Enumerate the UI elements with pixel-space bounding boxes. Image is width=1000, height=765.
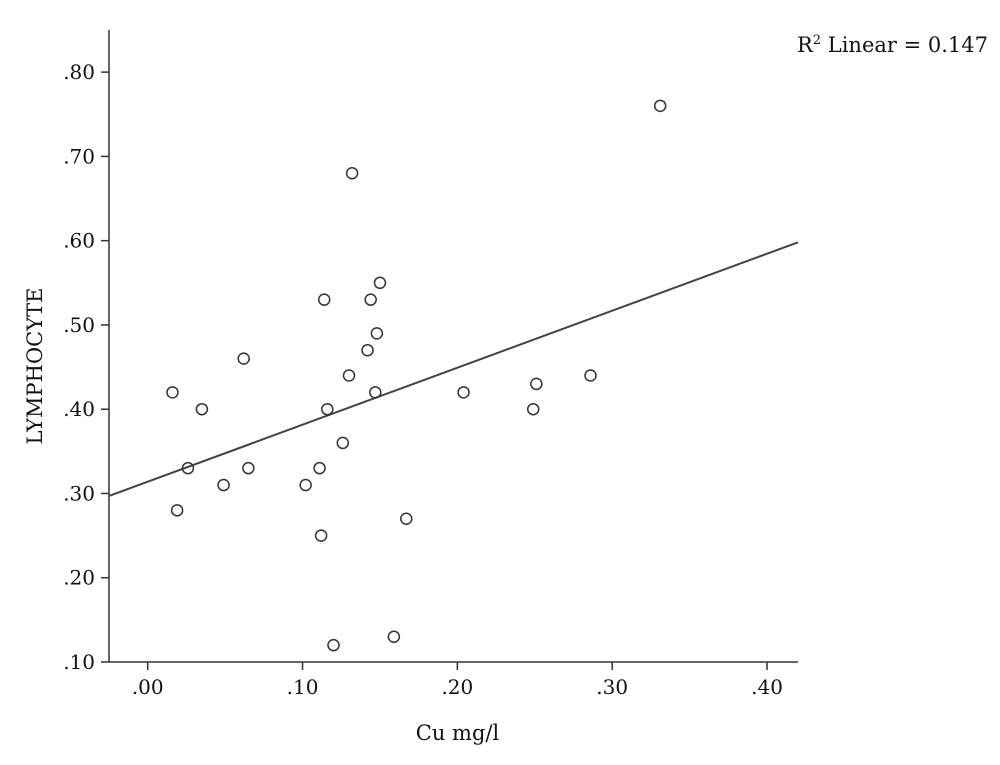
- data-point: [195, 402, 209, 416]
- data-point: [317, 293, 331, 306]
- data-point: [387, 630, 401, 643]
- r2-value: Linear = 0.147: [821, 33, 988, 57]
- data-point: [653, 99, 667, 113]
- data-point: [369, 386, 382, 399]
- linear-fit-line: [108, 241, 799, 497]
- r2-prefix: R: [797, 33, 814, 57]
- data-point: [314, 529, 328, 542]
- y-tick-label: .10: [63, 650, 95, 674]
- data-point: [530, 377, 543, 391]
- data-point: [336, 436, 350, 450]
- y-tick-label: .50: [63, 313, 95, 337]
- data-point: [181, 461, 195, 475]
- data-point: [327, 638, 340, 652]
- data-point: [526, 402, 540, 416]
- x-tick-label: .10: [287, 675, 319, 699]
- axes: [108, 30, 798, 663]
- data-point: [370, 327, 384, 340]
- data-point: [217, 478, 230, 492]
- y-tick-label: .20: [63, 566, 95, 590]
- data-point: [364, 293, 377, 306]
- x-tick-label: .20: [441, 675, 473, 699]
- y-tick-label: .40: [63, 397, 95, 421]
- data-point: [345, 167, 359, 180]
- x-tick-label: .00: [132, 675, 164, 699]
- data-point: [313, 461, 326, 475]
- data-point: [361, 343, 374, 357]
- x-tick-label: .40: [751, 675, 783, 699]
- data-point: [373, 276, 387, 290]
- data-point: [400, 512, 413, 525]
- y-tick-label: .60: [63, 229, 95, 253]
- data-point: [237, 352, 250, 365]
- r2-superscript: 2: [813, 33, 821, 48]
- y-axis-title: LYMPHOCYTE: [23, 288, 47, 445]
- data-point: [584, 369, 597, 382]
- scatter-points: [166, 99, 667, 652]
- y-tick-label: .70: [63, 144, 95, 168]
- data-point: [457, 386, 470, 399]
- y-axis-ticks: .10 .20 .30 .40 .50 .60 .70 .80: [63, 60, 109, 674]
- data-point: [321, 402, 334, 416]
- y-tick-label: .80: [63, 60, 95, 84]
- y-tick-label: .30: [63, 481, 95, 505]
- data-point: [170, 504, 184, 517]
- data-point: [299, 478, 312, 492]
- data-point: [242, 461, 255, 475]
- r-squared-annotation: R2 Linear = 0.147: [797, 33, 988, 57]
- x-axis-ticks: .00 .10 .20 .30 .40: [132, 662, 783, 699]
- x-tick-label: .30: [596, 675, 628, 699]
- data-point: [166, 386, 179, 399]
- data-point: [342, 369, 356, 382]
- x-axis-title: Cu mg/l: [416, 721, 500, 745]
